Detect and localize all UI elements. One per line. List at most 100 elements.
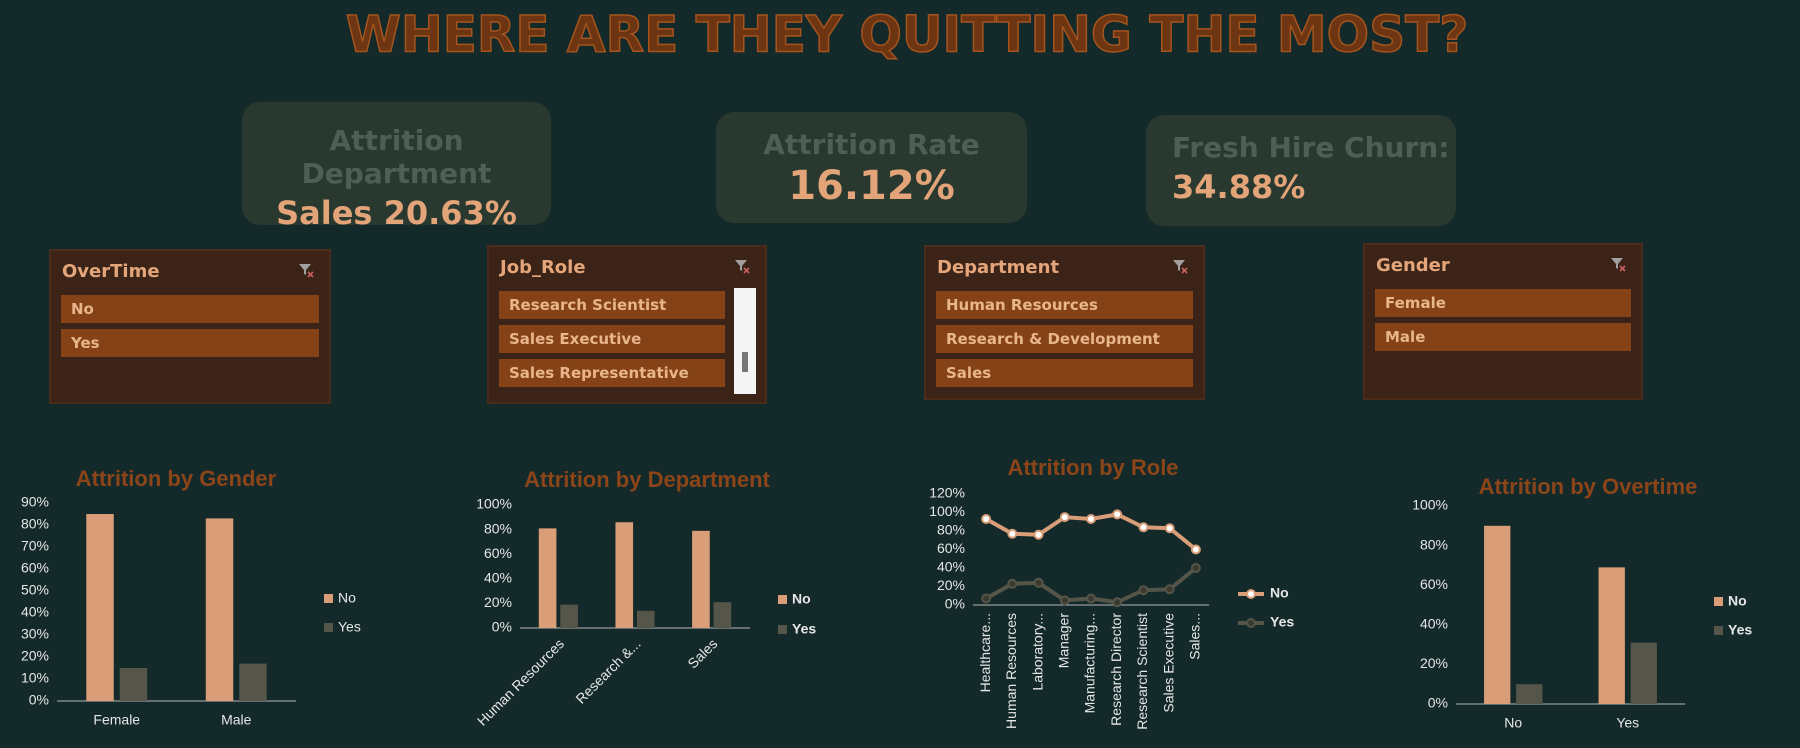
legend-swatch — [1246, 618, 1256, 628]
slicer: Gender Female Male — [1363, 243, 1643, 400]
bar — [1630, 642, 1657, 704]
legend-label: Yes — [338, 619, 361, 635]
line-marker — [1086, 593, 1096, 604]
bar — [86, 514, 114, 701]
slicer-title: Department — [937, 257, 1060, 278]
x-tick-label: Yes — [1616, 715, 1639, 731]
scrollbar-thumb[interactable] — [742, 352, 748, 372]
y-tick-label: 0% — [1428, 695, 1448, 711]
line-marker — [1164, 523, 1175, 534]
x-tick-label: Laboratory... — [1029, 613, 1045, 691]
x-tick-label: Female — [93, 712, 140, 728]
filter-icon — [299, 264, 314, 278]
kpi-value: 34.88% — [1172, 168, 1306, 206]
y-tick-label: 40% — [21, 604, 49, 620]
y-tick-label: 20% — [1420, 655, 1448, 671]
bar — [1484, 525, 1511, 704]
bar — [560, 604, 578, 628]
line-marker — [1112, 597, 1123, 608]
bar — [1598, 567, 1625, 704]
kpi-card: Attrition Rate 16.12% — [716, 112, 1027, 223]
clear-filter-icon[interactable] — [1171, 257, 1189, 279]
bar — [713, 602, 732, 628]
line-marker — [981, 513, 992, 524]
line-marker — [1164, 584, 1175, 595]
slicer-item[interactable]: No — [61, 295, 319, 323]
slicer-item[interactable]: Sales Executive — [499, 325, 725, 353]
slicer: Job_Role Research Scientist Sales Executiv… — [487, 245, 767, 404]
y-tick-label: 70% — [21, 538, 49, 554]
line-marker — [1190, 563, 1201, 573]
x-tick-label: Male — [221, 712, 252, 728]
filter-icon — [1611, 258, 1626, 272]
line-marker — [1033, 529, 1044, 540]
legend-label: No — [1270, 585, 1289, 601]
x-tick-label: Sales... — [1187, 613, 1203, 660]
y-tick-label: 0% — [945, 596, 965, 612]
y-tick-label: 120% — [929, 485, 965, 501]
bar — [615, 522, 634, 628]
chart-title: Attrition by Overtime — [1479, 474, 1698, 499]
slicer-item[interactable]: Yes — [61, 329, 319, 357]
clear-filter-icon[interactable] — [733, 257, 751, 279]
slicer-title: OverTime — [62, 261, 160, 282]
slicer: Department Human Resources Research & Deve… — [924, 245, 1205, 400]
y-tick-label: 60% — [21, 560, 49, 576]
x-tick-label: Research &... — [572, 635, 643, 706]
legend-swatch — [778, 595, 787, 604]
x-tick-label: Sales — [684, 635, 720, 671]
y-tick-label: 30% — [21, 626, 49, 642]
y-tick-label: 0% — [29, 692, 49, 708]
slicer-title: Job_Role — [500, 257, 586, 278]
legend-swatch — [324, 594, 333, 603]
kpi-label: Attrition Department — [301, 124, 492, 190]
line-marker — [1138, 522, 1149, 533]
scrollbar[interactable] — [734, 288, 756, 394]
legend-label: No — [338, 590, 356, 606]
legend-label: Yes — [792, 621, 816, 637]
clear-filter-icon[interactable] — [1609, 255, 1627, 277]
bar — [692, 530, 710, 628]
kpi-value: Sales 20.63% — [276, 194, 517, 232]
line-marker — [1059, 512, 1070, 523]
legend-label: Yes — [1270, 614, 1294, 630]
x-tick-label: Human Resources — [474, 635, 567, 728]
y-tick-label: 50% — [21, 582, 49, 598]
slicer-item[interactable]: Sales — [936, 359, 1193, 387]
legend-swatch — [1246, 589, 1256, 599]
slicer-item[interactable]: Research & Development — [936, 325, 1193, 353]
y-tick-label: 40% — [1420, 616, 1448, 632]
line-marker — [1007, 578, 1018, 589]
slicer: OverTime No Yes — [49, 249, 331, 404]
dashboard-title: WHERE ARE THEY QUITTING THE MOST? — [346, 6, 1469, 64]
legend-swatch — [1714, 597, 1723, 606]
slicer-item[interactable]: Sales Representative — [499, 359, 725, 387]
bar — [119, 668, 148, 701]
clear-filter-icon[interactable] — [297, 261, 315, 283]
y-tick-label: 100% — [476, 496, 512, 512]
filter-icon — [735, 260, 750, 274]
bar — [636, 610, 655, 628]
chart: Attrition by Role 0% 20% 40% 60% 80% 100% 120% H… — [929, 455, 1294, 730]
y-tick-label: 100% — [929, 503, 965, 519]
chart-title: Attrition by Department — [524, 467, 770, 492]
y-tick-label: 40% — [484, 570, 512, 586]
y-tick-label: 60% — [937, 540, 965, 556]
y-tick-label: 80% — [1420, 536, 1448, 552]
slicer-item[interactable]: Male — [1375, 323, 1631, 351]
slicer-item[interactable]: Female — [1375, 289, 1631, 317]
slicer-item[interactable]: Research Scientist — [499, 291, 725, 319]
bar — [538, 528, 557, 628]
legend-label: No — [792, 591, 811, 607]
x-tick-label: Sales Executive — [1160, 613, 1176, 713]
chart-title: Attrition by Role — [1007, 455, 1178, 480]
y-tick-label: 80% — [937, 522, 965, 538]
y-tick-label: 40% — [937, 559, 965, 575]
y-tick-label: 90% — [21, 494, 49, 510]
slicer-title: Gender — [1376, 255, 1450, 276]
y-tick-label: 100% — [1412, 497, 1448, 513]
slicer-item[interactable]: Human Resources — [936, 291, 1193, 319]
bar — [205, 518, 234, 701]
